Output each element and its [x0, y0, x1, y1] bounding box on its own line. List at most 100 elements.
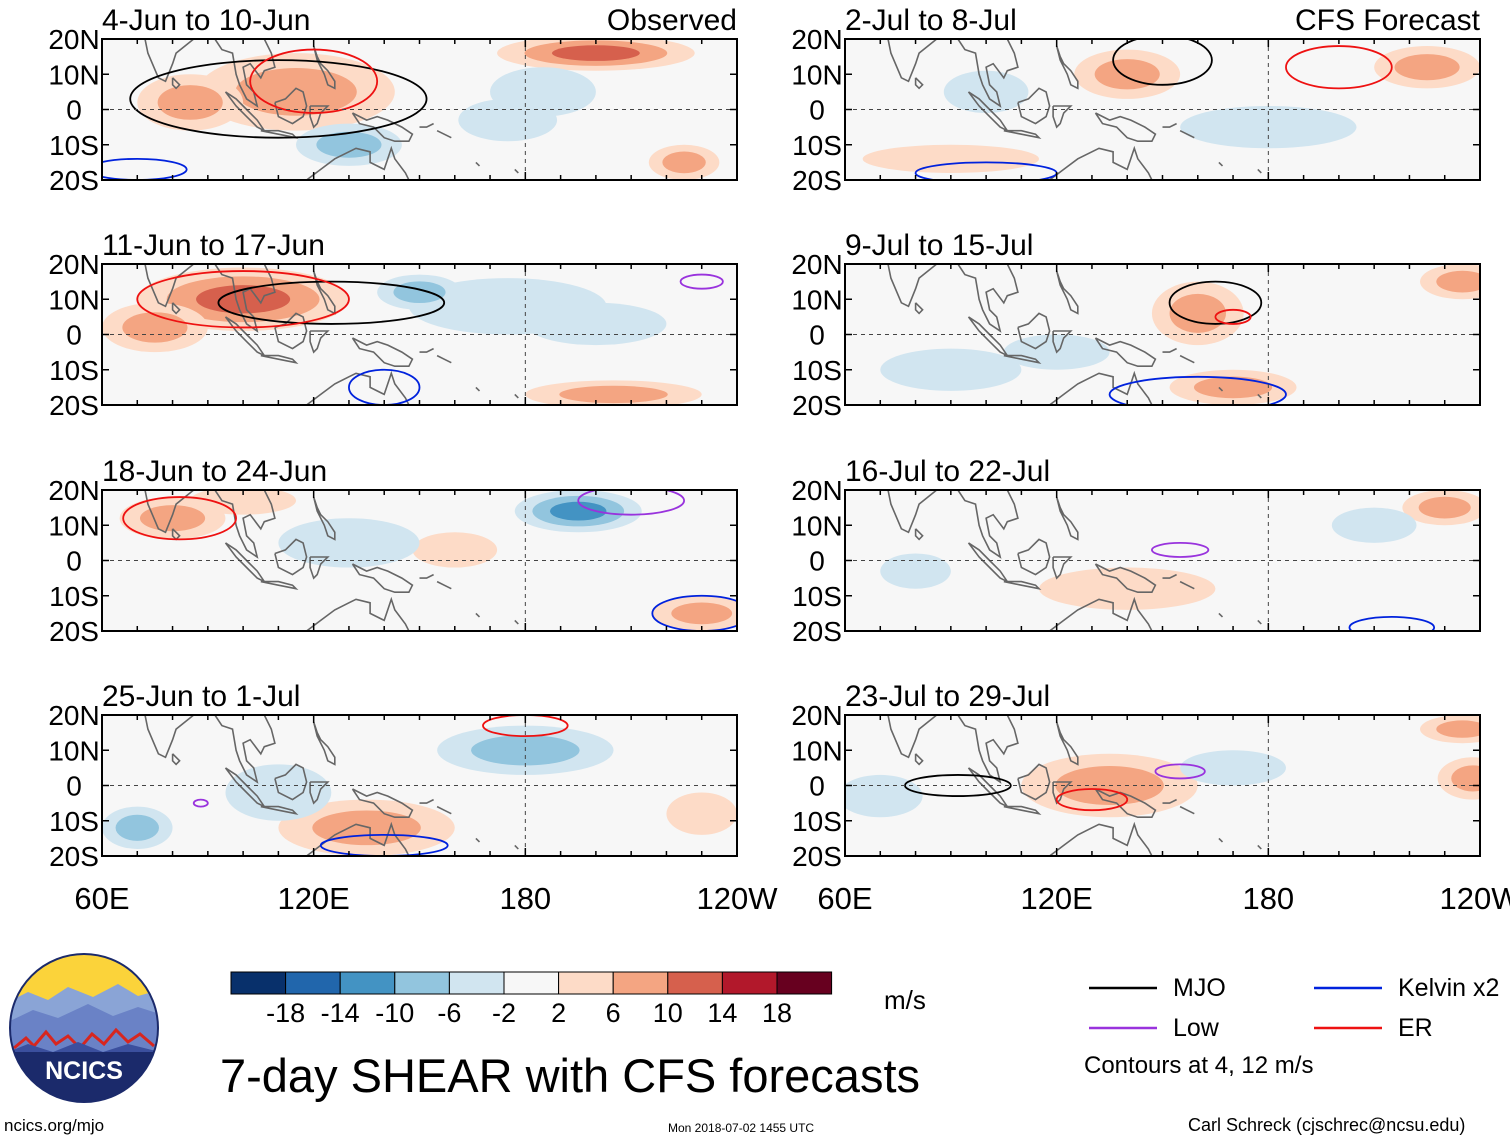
shade-level [1394, 54, 1460, 81]
coastline [312, 270, 336, 315]
coastline [475, 386, 481, 392]
colorbar-tick-label: -14 [321, 998, 360, 1028]
coastline [1055, 721, 1079, 766]
coastline [914, 753, 924, 766]
er-contour [249, 48, 379, 114]
coastline [171, 302, 181, 315]
kelvin-contour [348, 368, 421, 405]
coastline [1162, 573, 1177, 579]
shade-level [393, 281, 446, 304]
x-tick-label: 180 [499, 881, 551, 916]
coastline [1017, 538, 1051, 576]
colorbar-tick-label: 14 [707, 998, 737, 1028]
shade-level [278, 518, 420, 568]
colorbar-swatch [339, 971, 396, 995]
y-tick-label: 10N [791, 510, 842, 541]
panel-field [119, 490, 737, 631]
y-tick-label: 20N [791, 249, 842, 280]
coastline [436, 580, 452, 590]
y-tick-label: 20S [792, 390, 842, 421]
y-tick-label: 20N [48, 24, 99, 55]
mjo-contour [1112, 39, 1213, 86]
coastline [351, 112, 414, 142]
panel-field [102, 39, 720, 180]
er-contour [1214, 308, 1252, 325]
er-contour [1055, 788, 1129, 812]
colorbar-swatch [394, 971, 450, 995]
coastline [1003, 805, 1042, 815]
colorbar-tick-label: 10 [653, 998, 683, 1028]
panel-4-jun-to-10-jun: 20N 10N 0 10S 20S 4-Jun to 10-Jun Observed [48, 4, 738, 196]
colorbar-swatch [612, 971, 669, 995]
coastline [1055, 270, 1079, 315]
coastline [914, 77, 924, 90]
coastline [260, 580, 299, 590]
y-tick-label: 0 [66, 771, 82, 802]
coastline [475, 161, 481, 167]
coastline [1003, 354, 1042, 364]
panel-2-jul-to-8-jul: 20N 10N 0 10S 20S 2-Jul to 8-Jul CFS Forecast [791, 4, 1481, 196]
shear-anomaly-blob [652, 595, 737, 631]
coastline [514, 619, 519, 625]
timestamp: Mon 2018-07-02 1455 UTC [668, 1121, 815, 1135]
coastline [260, 805, 299, 815]
shade-level [1436, 720, 1480, 738]
shade-level [550, 501, 607, 521]
coastline [144, 490, 196, 534]
coastline [171, 753, 181, 766]
er-contour [482, 715, 569, 738]
shade-level [1331, 507, 1417, 543]
coastline [1017, 87, 1051, 125]
coastline [419, 347, 434, 353]
y-tick-label: 20N [48, 700, 99, 731]
shear-anomaly-blob [102, 806, 173, 849]
panel-field [102, 715, 737, 856]
panel-period-label: 18-Jun to 24-Jun [102, 455, 327, 488]
shear-anomaly-blob [137, 74, 244, 131]
shear-anomaly-blob [1169, 369, 1297, 405]
coastline [1017, 312, 1051, 350]
coastline [1003, 129, 1042, 139]
low-contour [192, 798, 209, 808]
panel-period-label: 16-Jul to 22-Jul [845, 455, 1050, 488]
coastline [957, 39, 1019, 108]
shear-anomaly-blob [648, 144, 720, 180]
credit: Carl Schreck (cjschrec@ncsu.edu) [1188, 1115, 1466, 1135]
coastline [957, 490, 1019, 559]
coastline [1034, 821, 1153, 856]
low-contour [679, 273, 724, 290]
x-tick-label: 120E [1020, 881, 1092, 916]
coastline [436, 805, 452, 815]
coastline [1052, 556, 1073, 580]
coastline [1218, 161, 1224, 167]
coastline [214, 715, 276, 784]
shear-anomaly-blob [514, 490, 642, 533]
panel-period-label: 25-Jun to 1-Jul [102, 680, 300, 713]
coastline [514, 168, 519, 174]
panel-field [102, 264, 724, 405]
coastline [475, 837, 481, 843]
shear-anomaly-blob [377, 274, 462, 310]
y-tick-label: 20S [49, 841, 99, 872]
panel-period-label: 11-Jun to 17-Jun [102, 229, 325, 262]
colorbar-tick-label: -2 [492, 998, 516, 1028]
shade-level [115, 814, 159, 841]
site-link[interactable]: ncics.org/mjo [4, 1116, 105, 1135]
y-tick-label: 10S [49, 355, 99, 386]
coastline [274, 538, 308, 576]
coastline [214, 490, 276, 559]
panel-field [862, 39, 1480, 180]
panel-period-label: 2-Jul to 8-Jul [845, 4, 1017, 37]
coastline [309, 781, 330, 805]
coastline [1218, 837, 1224, 843]
kelvin-contour [651, 594, 737, 631]
y-tick-label: 10S [792, 806, 842, 837]
y-tick-label: 20S [792, 841, 842, 872]
colorbar-tick-label: -18 [266, 998, 305, 1028]
panel-18-jun-to-24-jun: 20N 10N 0 10S 20S 18-Jun to 24-Jun [48, 455, 738, 647]
shear-anomaly-blob [497, 39, 695, 71]
shade-level [1180, 750, 1286, 786]
shade-level [490, 67, 596, 117]
coastline [514, 393, 519, 399]
